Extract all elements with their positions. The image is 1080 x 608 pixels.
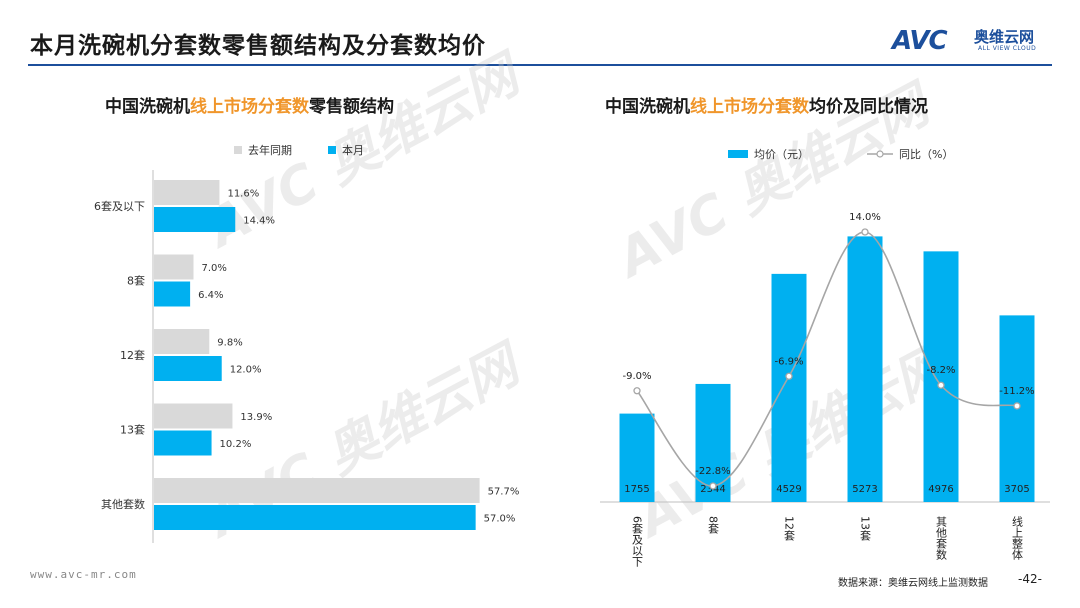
yoy-point <box>785 372 793 380</box>
category-label: 其他套数 <box>101 498 145 511</box>
data-label-this-month: 12.0% <box>230 365 262 376</box>
data-label-last-year: 9.8% <box>217 338 242 349</box>
data-label-avg-price: 3705 <box>1004 484 1029 495</box>
bar-avg-price <box>771 273 807 502</box>
footer-source: 数据来源：奥维云网线上监测数据 <box>838 578 988 589</box>
data-label-avg-price: 4529 <box>776 484 801 495</box>
data-label-yoy: -6.9% <box>774 356 803 367</box>
bar-last-year <box>154 329 210 354</box>
data-label-yoy: -9.0% <box>622 371 651 382</box>
bar-avg-price <box>847 236 883 502</box>
logo-en: ALL VIEW CLOUD <box>978 45 1037 52</box>
right-title-highlight: 线上市场分套数 <box>690 97 809 117</box>
logo-cn: 奥维云网 <box>974 28 1035 46</box>
bar-this-month <box>154 356 222 381</box>
legend-label-avg-price: 均价（元） <box>754 148 809 161</box>
data-label-yoy: -22.8% <box>695 466 730 477</box>
right-title-part1: 中国洗碗机 <box>605 97 690 117</box>
legend-label-this-month: 本月 <box>342 144 364 157</box>
bar-this-month <box>154 281 191 307</box>
data-label-last-year: 11.6% <box>227 189 259 200</box>
left-title-part1: 中国洗碗机 <box>105 97 190 117</box>
bar-this-month <box>154 430 212 456</box>
logo-mark: AVC <box>892 26 948 56</box>
data-label-last-year: 13.9% <box>240 412 272 423</box>
data-label-yoy: -8.2% <box>926 365 955 376</box>
page-title: 本月洗碗机分套数零售额结构及分套数均价 <box>30 33 486 59</box>
right-chart-title: 中国洗碗机线上市场分套数均价及同比情况 <box>605 92 928 117</box>
data-label-yoy: 14.0% <box>849 212 881 223</box>
data-label-yoy: -11.2% <box>999 386 1034 397</box>
yoy-point <box>633 387 641 395</box>
bar-avg-price <box>619 413 655 502</box>
right-combo-chart: 17556套及以下23448套452912套527313套4976其他套数370… <box>600 212 1050 568</box>
left-title-part3: 零售额结构 <box>309 97 394 117</box>
bar-last-year <box>154 478 480 503</box>
legend-label-yoy: 同比（%） <box>899 148 954 161</box>
bar-this-month <box>154 207 236 232</box>
footer-url: www.avc-mr.com <box>30 568 137 581</box>
bar-last-year <box>154 180 220 205</box>
data-label-avg-price: 5273 <box>852 484 877 495</box>
data-label-this-month: 6.4% <box>198 290 223 301</box>
data-label-avg-price: 1755 <box>624 484 649 495</box>
yoy-line <box>636 231 1018 487</box>
left-chart-title: 中国洗碗机线上市场分套数零售额结构 <box>105 92 394 117</box>
right-legend: 均价（元） 同比（%） <box>728 146 953 162</box>
legend-line-yoy-icon <box>867 150 893 158</box>
legend-swatch-last-year <box>234 146 242 154</box>
category-label: 6套及以下 <box>94 200 145 213</box>
yoy-point <box>709 482 717 490</box>
data-label-last-year: 57.7% <box>488 487 520 498</box>
data-label-avg-price: 4976 <box>928 484 953 495</box>
left-bar-chart: 11.6% 14.4% 6套及以下 7.0% 6.4% 8套 9.8% 12.0% 12套 13.… <box>94 170 520 543</box>
yoy-point <box>861 228 869 236</box>
bar-last-year <box>154 403 233 429</box>
category-label: 8套 <box>127 275 145 288</box>
title-divider <box>28 64 1052 66</box>
yoy-point <box>1013 402 1021 410</box>
legend-swatch-this-month <box>328 146 336 154</box>
category-label: 6套及以下 <box>631 516 644 568</box>
yoy-point <box>937 381 945 389</box>
data-label-this-month: 10.2% <box>220 439 252 450</box>
legend-label-last-year: 去年同期 <box>248 144 292 157</box>
left-title-highlight: 线上市场分套数 <box>190 97 309 117</box>
category-label: 12套 <box>783 516 796 541</box>
category-label: 13套 <box>120 424 145 437</box>
category-label: 其他套数 <box>935 516 948 561</box>
data-label-this-month: 14.4% <box>243 216 275 227</box>
bar-last-year <box>154 254 194 280</box>
left-legend: 去年同期 本月 <box>234 142 364 158</box>
category-label: 12套 <box>120 349 145 362</box>
data-label-this-month: 57.0% <box>484 514 516 525</box>
category-label: 线上整体 <box>1011 515 1024 560</box>
data-label-last-year: 7.0% <box>202 263 227 274</box>
legend-swatch-avg-price <box>728 150 748 158</box>
category-label: 13套 <box>859 516 872 541</box>
bar-avg-price <box>923 251 959 502</box>
avc-logo: AVC 奥维云网 ALL VIEW CLOUD <box>892 24 1062 60</box>
category-label: 8套 <box>707 516 720 534</box>
page-number: -42- <box>1018 572 1042 586</box>
right-title-part3: 均价及同比情况 <box>809 97 928 117</box>
bar-this-month <box>154 505 476 530</box>
